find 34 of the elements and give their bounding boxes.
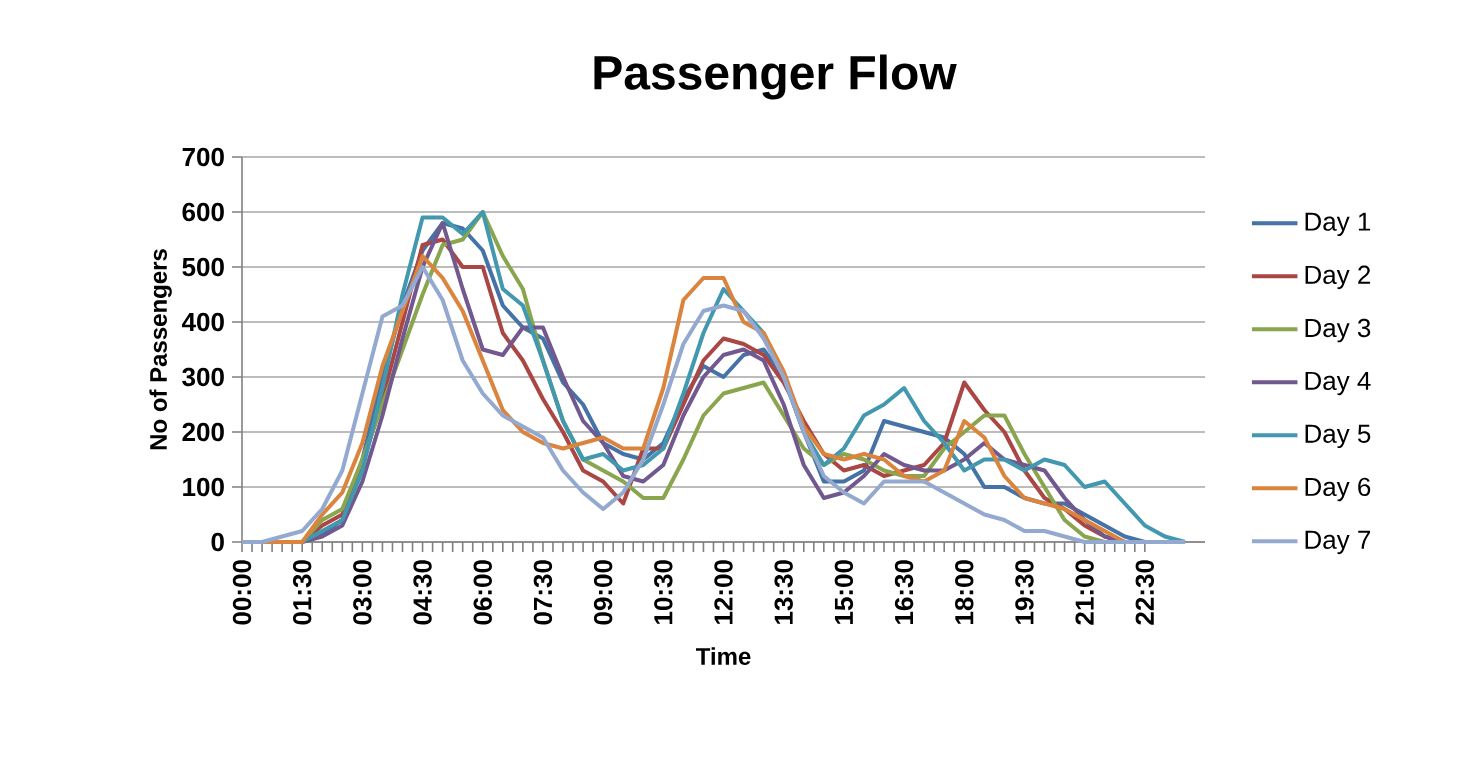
x-tick-label: 19:30 (1015, 560, 1034, 624)
legend-label: Day 4 (1305, 371, 1371, 396)
y-tick-label: 500 (182, 257, 224, 277)
y-tick-label: 100 (183, 477, 224, 497)
y-tick-label: 300 (182, 367, 224, 387)
x-tick-label: 10:30 (654, 560, 673, 624)
x-tick-label: 00:00 (232, 560, 252, 625)
x-tick-label: 09:00 (593, 560, 613, 625)
x-tick-label: 12:00 (714, 560, 733, 624)
chart-title: Passenger Flow (594, 54, 957, 100)
y-tick-label: 700 (182, 147, 224, 167)
legend-label: Day 7 (1305, 530, 1371, 555)
legend-label: Day 3 (1305, 318, 1371, 343)
legend-label: Day 6 (1305, 477, 1371, 502)
y-tick-label: 400 (181, 312, 224, 332)
legend-label: Day 2 (1305, 265, 1371, 290)
legend-label: Day 5 (1305, 424, 1371, 449)
x-tick-label: 13:30 (774, 560, 793, 624)
legend-label: Day 1 (1305, 212, 1371, 236)
y-tick-label: 0 (211, 532, 224, 552)
x-tick-label: 21:00 (1075, 560, 1094, 625)
x-tick-label: 15:00 (834, 560, 854, 624)
x-tick-label: 04:30 (413, 560, 432, 625)
y-axis-title: No of Passengers (149, 249, 172, 450)
x-tick-label: 01:30 (292, 560, 312, 625)
x-tick-label: 07:30 (533, 560, 553, 625)
y-tick-label: 600 (182, 202, 224, 222)
x-tick-label: 03:00 (353, 560, 372, 625)
x-tick-label: 22:30 (1135, 560, 1155, 625)
x-tick-label: 06:00 (473, 560, 492, 625)
x-tick-label: 16:30 (894, 560, 914, 624)
x-tick-label: 18:00 (955, 560, 974, 624)
x-axis-title: Time (696, 647, 751, 665)
y-tick-label: 200 (182, 422, 224, 442)
